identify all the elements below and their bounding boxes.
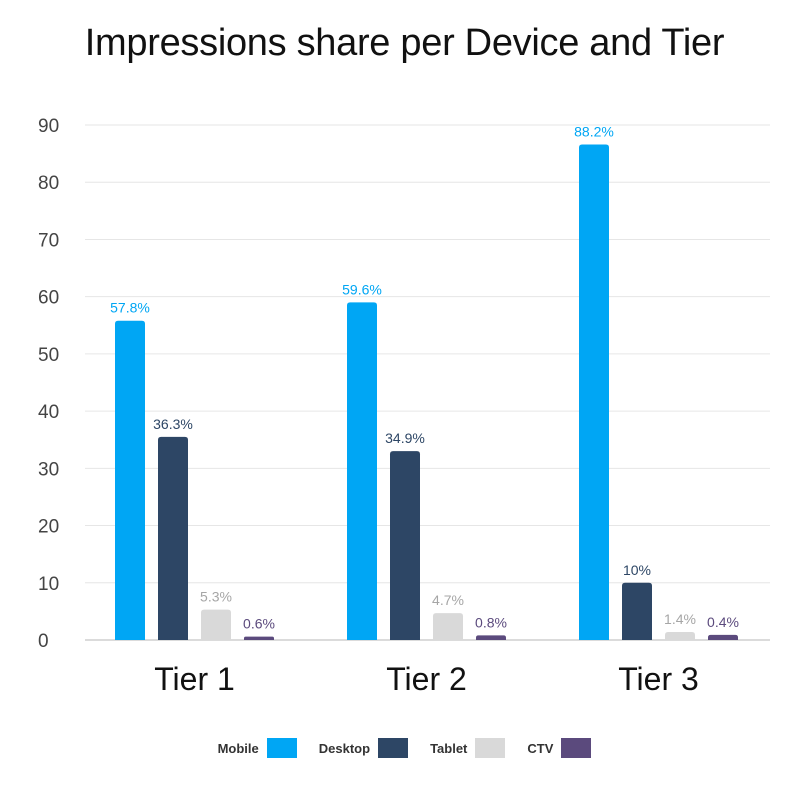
y-tick-label: 50 [38,345,59,366]
legend-label: Tablet [430,740,468,756]
bar-ctv-tier-3 [708,634,738,640]
legend-label: Mobile [217,740,259,756]
legend-label: Desktop [318,740,371,756]
y-tick-label: 40 [38,402,59,423]
bar-mobile-tier-2 [347,302,377,640]
legend-item-ctv: CTV [527,738,592,758]
legend-swatch [475,738,506,758]
legend-swatch [266,738,297,758]
y-tick-label: 10 [38,574,59,595]
x-tick-label: Tier 3 [618,661,699,697]
data-label: 0.4% [707,614,739,630]
data-label: 1.4% [664,611,696,627]
y-axis-ticks: 0 10 20 30 40 50 60 70 80 90 [38,116,59,652]
bar-ctv-tier-2 [476,635,506,640]
legend-swatch [561,738,592,758]
bar-ctv-tier-1 [244,636,274,640]
legend-item-tablet: Tablet [430,738,506,758]
chart-title: Impressions share per Device and Tier [84,22,725,64]
data-label: 10% [623,562,651,578]
bar-mobile-tier-1 [115,320,145,640]
data-label: 5.3% [200,589,232,605]
data-labels: 57.8% 36.3% 5.3% 0.6% 59.6% 34.9% 4.7% 0.8% 88.2… [110,123,739,631]
bars [115,144,738,640]
x-tick-label: Tier 1 [154,661,235,697]
data-label: 88.2% [574,123,614,139]
legend: Mobile Desktop Tablet CTV [0,738,809,758]
data-label: 4.7% [432,592,464,608]
y-tick-label: 70 [38,230,59,251]
bar-desktop-tier-3 [622,582,652,640]
x-axis-ticks: Tier 1 Tier 2 Tier 3 [154,661,699,697]
y-tick-label: 30 [38,459,59,480]
data-label: 34.9% [385,430,425,446]
data-label: 0.8% [475,614,507,630]
bar-desktop-tier-2 [390,451,420,640]
legend-item-mobile: Mobile [218,738,297,758]
legend-swatch [378,738,409,758]
bar-tablet-tier-2 [433,613,463,640]
legend-item-desktop: Desktop [318,738,409,758]
y-tick-label: 80 [38,173,59,194]
data-label: 0.6% [243,616,275,632]
data-label: 36.3% [153,416,193,432]
x-tick-label: Tier 2 [386,661,467,697]
bar-mobile-tier-3 [579,144,609,640]
bar-desktop-tier-1 [158,436,188,640]
legend-label: CTV [527,740,554,756]
bar-tablet-tier-1 [201,609,231,640]
data-label: 57.8% [110,300,150,316]
bar-tablet-tier-3 [665,631,695,640]
y-tick-label: 0 [38,631,49,652]
y-tick-label: 60 [38,288,59,309]
y-tick-label: 90 [38,116,59,137]
bar-chart: 0 10 20 30 40 50 60 70 80 90 57.8% 36.3% 5.3% 0.6% 59… [38,116,770,697]
data-label: 59.6% [342,281,382,297]
grid-layer [85,124,770,641]
y-tick-label: 20 [38,517,59,538]
